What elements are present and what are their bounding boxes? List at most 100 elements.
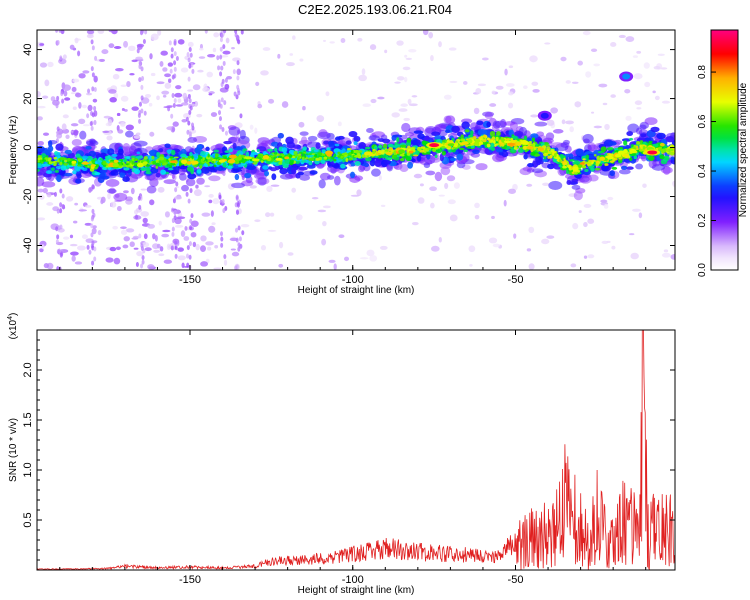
hot-spot [190, 160, 199, 165]
noise-blob [508, 188, 517, 194]
ridge-blob [549, 154, 553, 158]
hot-spot [577, 163, 583, 168]
ridge-blob [297, 153, 302, 156]
ridge-blob [315, 142, 321, 149]
ridge-blob [186, 166, 193, 172]
y-tick-label: 1.5 [22, 412, 34, 427]
noise-blob [120, 229, 128, 235]
noise-streak [90, 66, 94, 72]
hot-spot [605, 155, 614, 160]
noise-streak [173, 39, 177, 45]
noise-blob [123, 40, 128, 48]
ridge-blob [145, 170, 152, 175]
ridge-blob [301, 153, 306, 157]
ridge-blob [197, 158, 202, 161]
noise-streak [90, 232, 94, 238]
noise-blob [504, 68, 508, 76]
noise-blob [443, 94, 452, 100]
noise-blob [100, 199, 104, 205]
ridge-blob [73, 165, 81, 171]
noise-blob [431, 245, 440, 252]
ridge-blob [267, 148, 274, 152]
noise-blob [214, 245, 219, 249]
noise-blob [204, 30, 208, 34]
noise-blob [279, 241, 284, 249]
hot-spot [515, 141, 521, 146]
noise-streak [140, 66, 144, 72]
hot-spot [90, 164, 96, 167]
ridge-blob [349, 171, 356, 179]
noise-streak [88, 249, 92, 255]
ridge-blob [128, 145, 137, 156]
noise-streak [56, 266, 60, 270]
noise-streak [59, 188, 63, 194]
hot-spot [364, 151, 372, 156]
noise-blob [530, 114, 539, 118]
ridge-blob [452, 146, 456, 150]
ridge-blob [588, 174, 599, 182]
noise-blob [292, 35, 296, 40]
peak-core [647, 150, 658, 155]
noise-blob [141, 242, 150, 248]
ridge-blob [470, 130, 474, 136]
noise-blob [77, 50, 81, 57]
ridge-blob [499, 143, 502, 147]
noise-streak [93, 87, 97, 93]
noise-blob [78, 209, 88, 212]
noise-blob [125, 196, 133, 202]
noise-blob [663, 249, 669, 253]
ridge-blob [196, 169, 202, 174]
noise-blob [380, 204, 386, 208]
noise-blob [593, 125, 603, 129]
ridge-blob [156, 151, 161, 157]
noise-blob [220, 65, 224, 71]
noise-blob [438, 194, 446, 197]
ridge-blob [385, 157, 393, 161]
noise-blob [92, 98, 98, 103]
ridge-blob [200, 166, 210, 174]
noise-blob [199, 47, 204, 51]
ridge-blob [317, 131, 331, 140]
ridge-blob [340, 155, 344, 158]
ridge-blob [168, 158, 171, 161]
ridge-blob [464, 129, 470, 133]
noise-streak [56, 130, 60, 136]
noise-blob [316, 115, 325, 123]
noise-blob [262, 47, 271, 51]
noise-streak [53, 191, 57, 197]
noise-streak [221, 199, 225, 205]
ridge-blob [371, 168, 381, 177]
ridge-blob [88, 161, 92, 165]
noise-streak [223, 100, 227, 106]
noise-streak [219, 231, 223, 237]
noise-streak [218, 110, 222, 116]
noise-streak [220, 33, 224, 39]
ridge-blob [169, 156, 174, 159]
ridge-blob [523, 135, 528, 141]
ridge-blob [563, 139, 570, 145]
noise-blob [232, 57, 241, 62]
noise-blob [124, 108, 128, 112]
noise-blob [39, 43, 45, 46]
noise-blob [133, 135, 141, 139]
noise-blob [391, 112, 400, 118]
noise-blob [72, 78, 80, 83]
ridge-blob [447, 146, 452, 149]
noise-blob [508, 65, 514, 69]
ridge-blob [239, 129, 246, 140]
ridge-blob [256, 148, 260, 153]
ridge-blob [366, 127, 374, 133]
noise-blob [491, 90, 496, 95]
noise-streak [173, 51, 177, 57]
ridge-blob [391, 134, 397, 141]
noise-streak [91, 112, 95, 118]
noise-blob [112, 225, 118, 230]
noise-blob [147, 223, 155, 229]
noise-blob [200, 261, 209, 267]
noise-blob [81, 234, 88, 240]
noise-blob [167, 62, 174, 67]
noise-streak [55, 226, 59, 232]
noise-streak [90, 39, 94, 45]
noise-blob [182, 92, 188, 100]
